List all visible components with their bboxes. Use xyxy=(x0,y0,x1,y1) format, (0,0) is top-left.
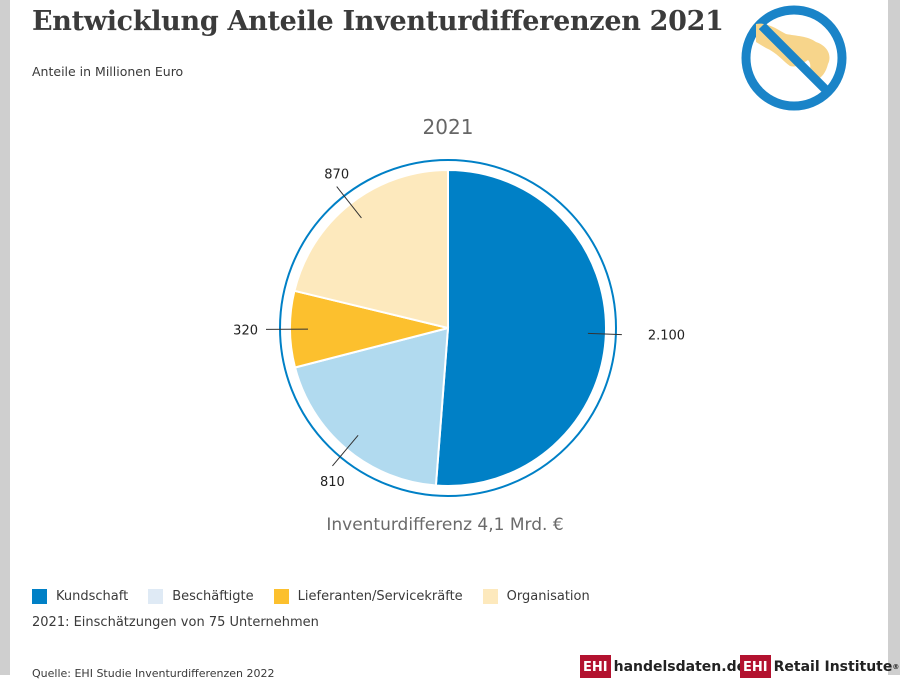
brand-retail-institute-text: Retail Institute xyxy=(774,659,893,675)
pie-slice-kundschaft xyxy=(436,170,606,486)
legend-label-organisation: Organisation xyxy=(507,589,590,604)
legend: Kundschaft Beschäftigte Lieferanten/Serv… xyxy=(32,589,610,604)
legend-swatch-beschaeftigte xyxy=(148,589,163,604)
data-label-kundschaft: 2.100 xyxy=(648,329,685,344)
pie-chart: 2021 2.100 810 320 870 Inventurdifferenz 4,… xyxy=(0,0,900,560)
legend-item-beschaeftigte: Beschäftigte xyxy=(148,589,253,604)
legend-label-lieferanten: Lieferanten/Servicekräfte xyxy=(298,589,463,604)
legend-swatch-kundschaft xyxy=(32,589,47,604)
data-label-organisation: 870 xyxy=(324,168,349,183)
sample-note: 2021: Einschätzungen von 75 Unternehmen xyxy=(32,615,319,630)
source-note: Quelle: EHI Studie Inventurdifferenzen 2… xyxy=(32,667,275,680)
legend-item-lieferanten: Lieferanten/Servicekräfte xyxy=(274,589,463,604)
total-label: Inventurdifferenz 4,1 Mrd. € xyxy=(326,515,563,535)
legend-item-organisation: Organisation xyxy=(483,589,590,604)
legend-item-kundschaft: Kundschaft xyxy=(32,589,128,604)
registered-mark: ® xyxy=(892,663,899,671)
brand-handelsdaten-text: handelsdaten.de xyxy=(614,659,747,675)
legend-label-kundschaft: Kundschaft xyxy=(56,589,128,604)
data-label-beschaeftigte: 810 xyxy=(320,475,345,490)
legend-swatch-organisation xyxy=(483,589,498,604)
legend-swatch-lieferanten xyxy=(274,589,289,604)
chart-title: 2021 xyxy=(423,115,474,139)
data-label-lieferanten: 320 xyxy=(233,323,258,338)
legend-label-beschaeftigte: Beschäftigte xyxy=(172,589,253,604)
